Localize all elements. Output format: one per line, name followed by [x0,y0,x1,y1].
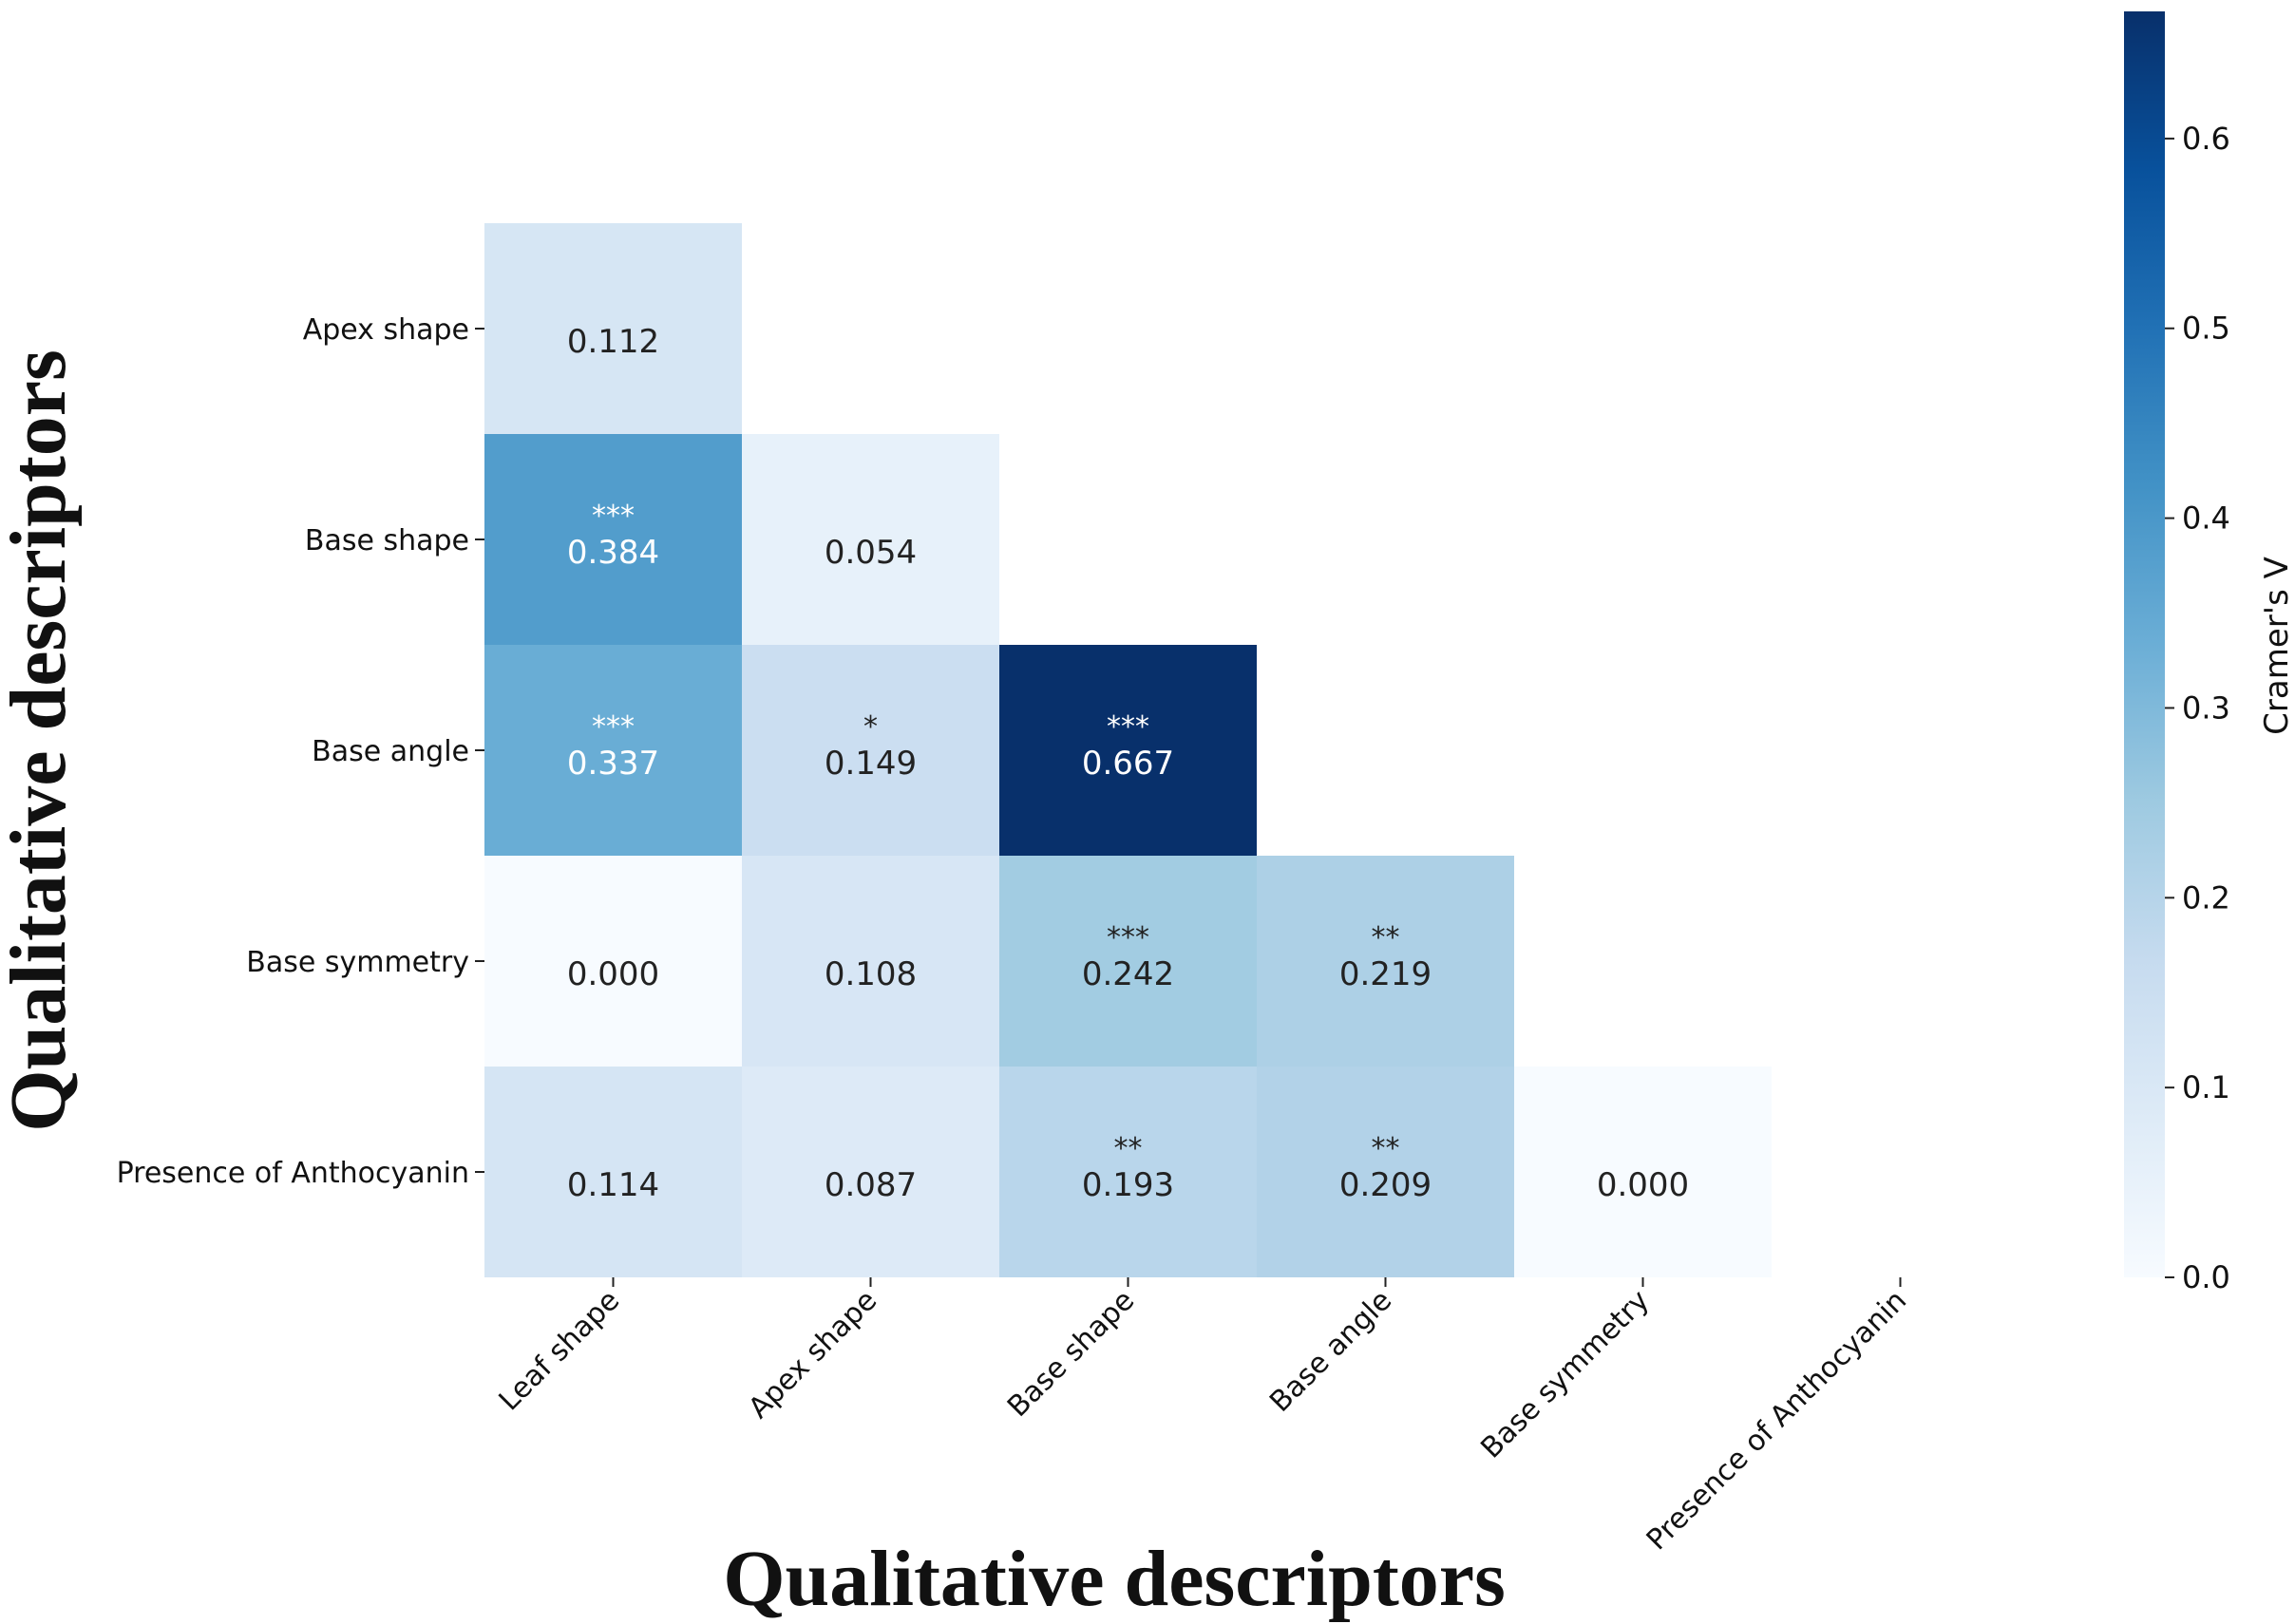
heatmap-cell [742,856,999,1067]
heatmap-cell [742,645,999,856]
heatmap-cell [742,434,999,645]
significance-stars: *** [592,710,635,744]
colorbar-gradient [2124,11,2165,1277]
heatmap-cell [1514,1067,1772,1277]
heatmap-cells: 0.112***0.384 0.054***0.337*0.149***0.667… [484,223,1772,1277]
colorbar-label: Cramer's V [2258,557,2295,735]
heatmap-cell [999,1067,1257,1277]
colorbar-tick-label: 0.1 [2182,1069,2230,1105]
cell-value-label: 0.054 [825,534,917,572]
cell-value-label: 0.114 [567,1166,659,1204]
significance-stars: *** [1107,921,1149,954]
x-axis-title: Qualitative descriptors [723,1535,1506,1623]
heatmap-cell [742,1067,999,1277]
y-tick-label: Base shape [305,524,469,557]
heatmap-cell [484,223,742,434]
heatmap-cell [484,856,742,1067]
significance-stars: ** [1114,1132,1143,1165]
heatmap-cell [1257,1067,1514,1277]
cell-value-label: 0.087 [825,1166,917,1204]
x-tick-label: Leaf shape [493,1284,626,1417]
y-tick-label: Presence of Anthocyanin [117,1157,469,1190]
significance-stars: ** [1372,921,1400,954]
cell-value-label: 0.219 [1339,955,1432,993]
heatmap-cell [484,645,742,856]
significance-stars: *** [592,500,635,533]
colorbar-tick-label: 0.2 [2182,879,2230,916]
cell-value-label: 0.337 [567,745,659,783]
x-tick-label: Base symmetry [1474,1284,1656,1465]
cell-value-label: 0.000 [567,955,659,993]
cell-value-label: 0.209 [1339,1166,1432,1204]
cell-value-label: 0.242 [1082,955,1174,993]
y-tick-label: Base symmetry [246,946,469,979]
y-tick-label: Apex shape [303,313,469,347]
cell-value-label: 0.000 [1597,1166,1689,1204]
cell-value-label: 0.384 [567,534,659,572]
cell-value-label: 0.108 [825,955,917,993]
heatmap-cell [484,1067,742,1277]
y-axis-ticks: Apex shape Base shape Base angle Base symme… [117,313,484,1190]
colorbar-tick-label: 0.0 [2182,1259,2230,1295]
cell-value-label: 0.193 [1082,1166,1174,1204]
colorbar: 0.0 0.1 0.2 0.3 0.4 0.5 0.6 Cramer's V [2124,11,2295,1295]
x-tick-label: Apex shape [742,1284,883,1426]
significance-stars: * [863,710,878,744]
heatmap-cell [484,434,742,645]
colorbar-tick-label: 0.5 [2182,311,2230,347]
colorbar-tick-label: 0.4 [2182,500,2230,537]
colorbar-tick-label: 0.6 [2182,121,2230,157]
significance-stars: *** [1107,710,1149,744]
colorbar-tick-label: 0.3 [2182,689,2230,726]
heatmap-cell [999,856,1257,1067]
y-axis-title: Qualitative descriptors [0,349,83,1132]
heatmap-cell [999,645,1257,856]
significance-stars: ** [1372,1132,1400,1165]
y-tick-label: Base angle [312,735,469,768]
cell-value-label: 0.112 [567,323,659,361]
x-axis-ticks: Leaf shape Apex shape Base shape Base angle… [493,1277,1913,1557]
heatmap-cell [1257,856,1514,1067]
x-tick-label: Presence of Anthocyanin [1641,1284,1913,1557]
cell-value-label: 0.149 [825,745,917,783]
x-tick-label: Base shape [1001,1284,1141,1424]
x-tick-label: Base angle [1263,1284,1398,1419]
cell-value-label: 0.667 [1082,745,1174,783]
